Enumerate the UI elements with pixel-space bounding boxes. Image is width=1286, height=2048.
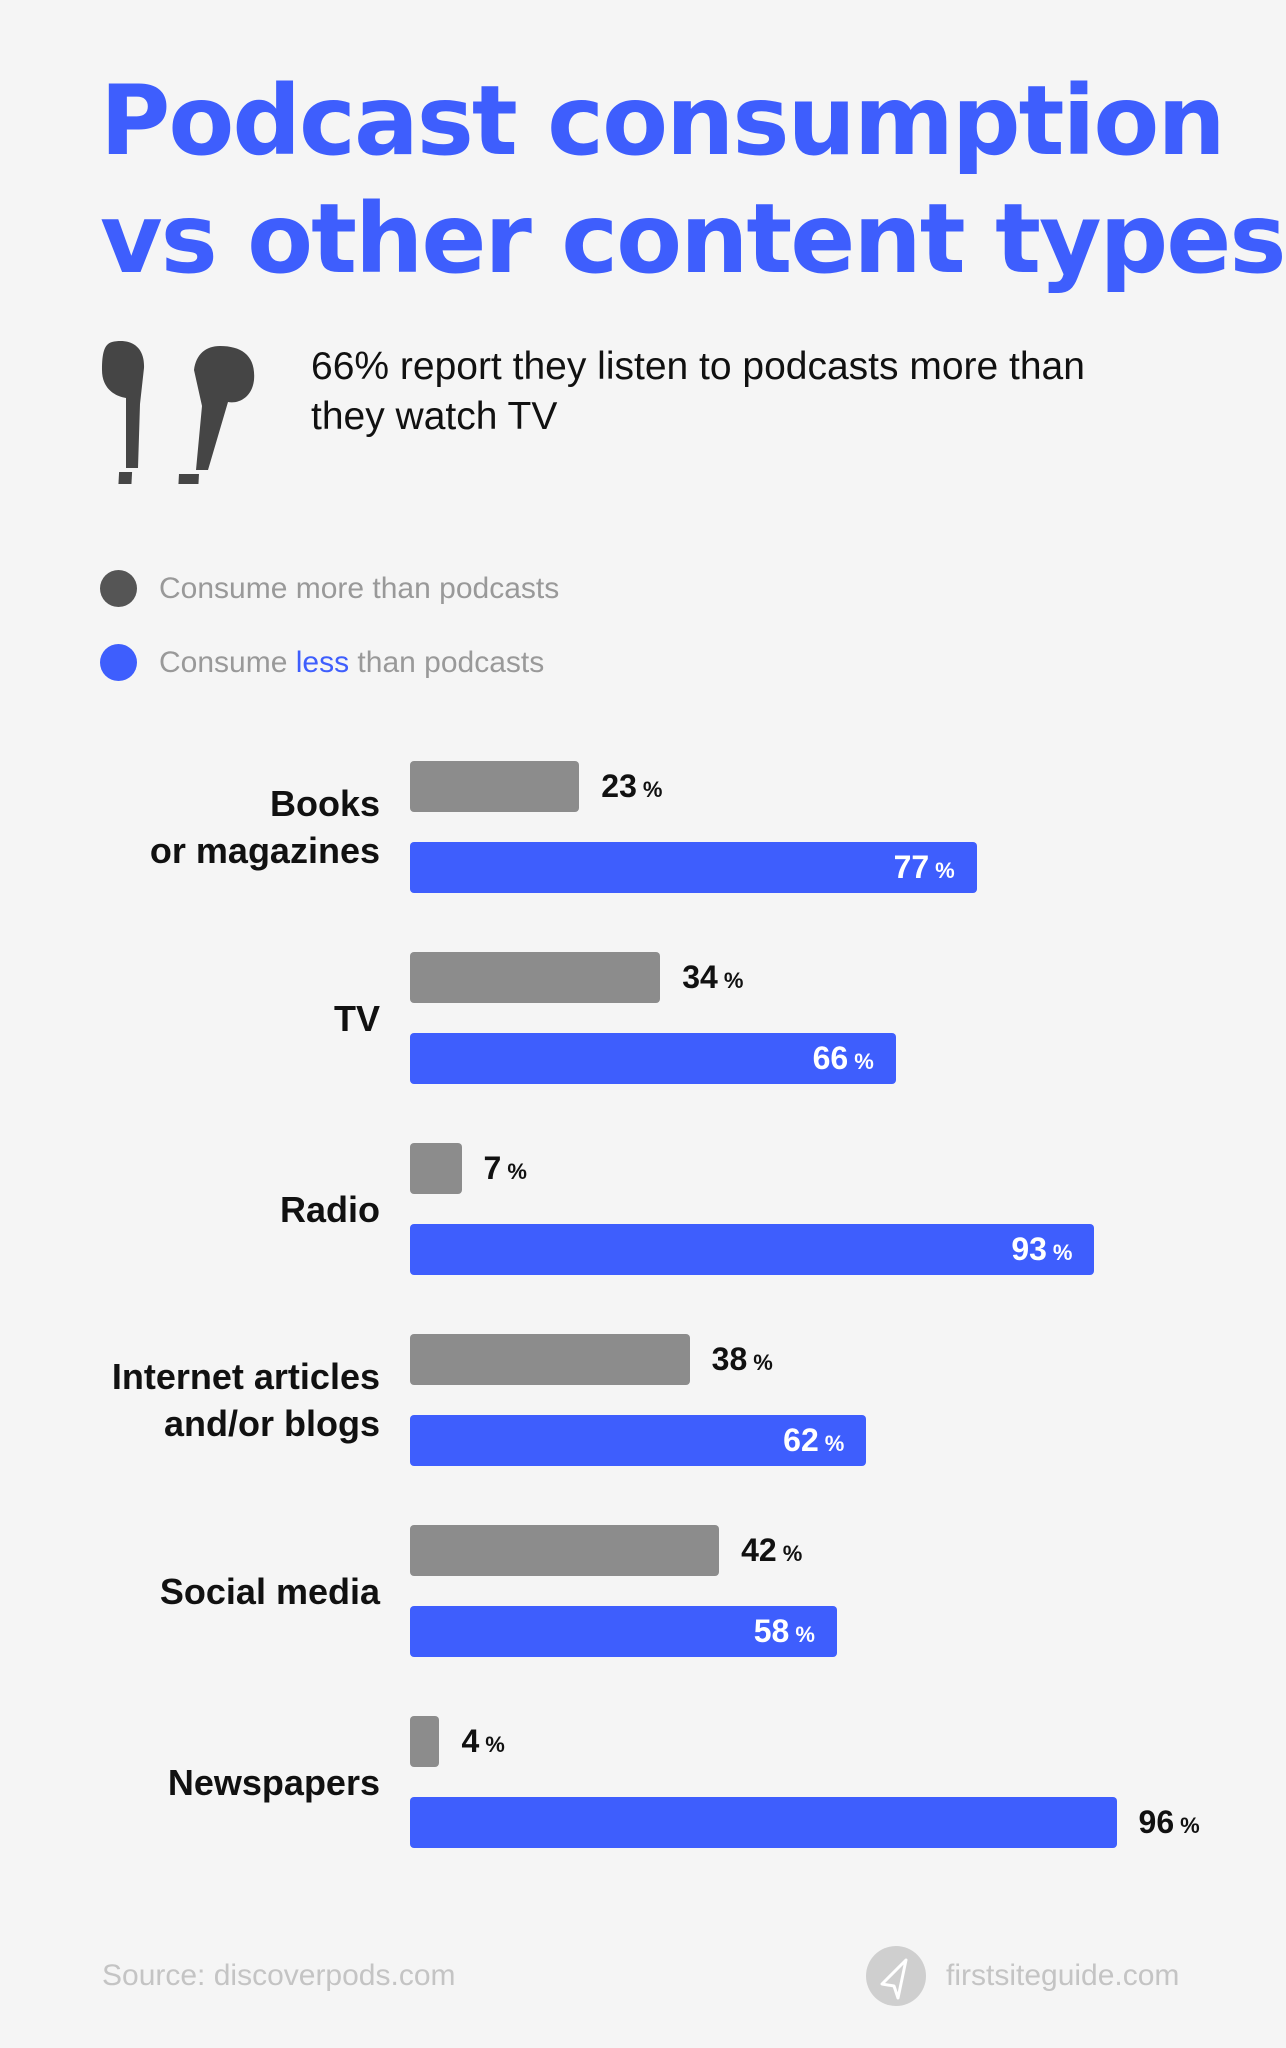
- bar-less: [410, 1797, 1117, 1848]
- category-label: Books or magazines: [149, 783, 380, 871]
- data-label: 23%: [601, 768, 663, 804]
- data-label: 34%: [682, 959, 744, 995]
- category-label: TV: [333, 997, 380, 1039]
- bar-more: [410, 952, 661, 1003]
- page-title: Podcast consumption vs other content typ…: [100, 62, 1286, 298]
- legend-label-less: Consume less than podcasts: [159, 645, 545, 679]
- bar-less: [410, 1224, 1095, 1275]
- category-label: Internet articles and/or blogs: [111, 1356, 380, 1444]
- legend-dot-more: [100, 570, 137, 607]
- source-text: Source: discoverpods.com: [102, 1959, 456, 1992]
- data-label: 4%: [461, 1723, 505, 1759]
- legend-item-more: Consume more than podcasts: [100, 570, 559, 607]
- bar-less: [410, 1606, 837, 1657]
- title-line-1: Podcast consumption: [100, 65, 1226, 177]
- bar-more: [410, 761, 580, 812]
- airpods-icon: [102, 341, 255, 484]
- bar-less: [410, 1033, 896, 1084]
- title-line-2: vs other content types: [100, 183, 1286, 295]
- legend-item-less: Consume less than podcasts: [100, 644, 544, 681]
- data-label: 77%: [893, 849, 955, 885]
- bar-more: [410, 1525, 720, 1576]
- bar-less: [410, 1415, 867, 1466]
- bar-more: [410, 1716, 440, 1767]
- subtitle: 66% report they listen to podcasts more …: [311, 345, 1085, 438]
- brand-text: firstsiteguide.com: [946, 1959, 1180, 1992]
- bar-less: [410, 842, 977, 893]
- data-label: 62%: [783, 1422, 845, 1458]
- category-label: Social media: [159, 1570, 380, 1612]
- data-label: 7%: [483, 1150, 527, 1186]
- data-label: 58%: [753, 1613, 815, 1649]
- data-label: 93%: [1011, 1231, 1073, 1267]
- bar-more: [410, 1334, 690, 1385]
- data-label: 66%: [812, 1040, 874, 1076]
- legend-label-more: Consume more than podcasts: [159, 571, 560, 605]
- paper-plane-icon: [866, 1946, 926, 2006]
- data-label: 96%: [1138, 1804, 1200, 1840]
- legend-highlight: less: [295, 645, 350, 679]
- category-label: Newspapers: [167, 1761, 380, 1803]
- data-label: 42%: [741, 1532, 803, 1568]
- data-label: 38%: [711, 1341, 773, 1377]
- bar-more: [410, 1143, 462, 1194]
- legend-dot-less: [100, 644, 137, 681]
- category-label: Radio: [279, 1188, 380, 1230]
